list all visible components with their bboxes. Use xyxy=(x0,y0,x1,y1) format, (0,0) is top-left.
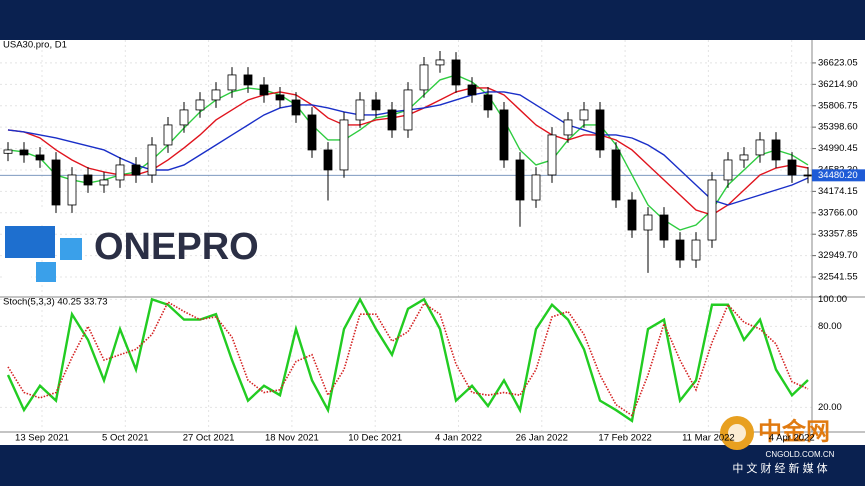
candle-body xyxy=(691,239,701,261)
chart-title: USA30.pro, D1 xyxy=(3,40,67,51)
candle-body xyxy=(435,59,445,66)
candle-body xyxy=(611,149,621,201)
candle-body xyxy=(771,139,781,161)
candle-body xyxy=(227,74,237,91)
candle-body xyxy=(67,174,77,206)
candle-body xyxy=(371,99,381,111)
last-price-box xyxy=(812,169,865,182)
logo-text: ONEPRO xyxy=(94,226,259,268)
candle-body xyxy=(339,119,349,171)
candle-body xyxy=(499,109,509,161)
cngold-watermark: 中金网 CNGOLD.COM.CN 中 文 财 经 新 媒 体 xyxy=(720,416,835,475)
x-tick-label: 13 Sep 2021 xyxy=(15,433,69,444)
candle-body xyxy=(291,99,301,116)
logo-block xyxy=(5,226,55,258)
candle-body xyxy=(115,164,125,181)
candle-body xyxy=(19,149,29,156)
candle-body xyxy=(675,239,685,261)
x-tick-label: 4 Apr 2022 xyxy=(769,433,815,444)
candle-body xyxy=(787,159,797,176)
candle-body xyxy=(51,159,61,206)
x-tick-label: 27 Oct 2021 xyxy=(183,433,235,444)
candle-body xyxy=(211,89,221,101)
watermark-tagline: 中 文 财 经 新 媒 体 xyxy=(732,461,827,475)
candle-body xyxy=(739,154,749,161)
candle-body xyxy=(515,159,525,201)
onepro-logo: ONEPRO xyxy=(5,210,259,284)
candle-body xyxy=(723,159,733,181)
candle-body xyxy=(179,109,189,126)
y-tick-label: 35806.75 xyxy=(818,100,858,111)
candle-body xyxy=(451,59,461,86)
candle-body xyxy=(275,94,285,101)
candle-body xyxy=(243,74,253,86)
logo-gap xyxy=(5,258,31,284)
x-tick-label: 17 Feb 2022 xyxy=(598,433,651,444)
x-tick-label: 18 Nov 2021 xyxy=(265,433,319,444)
candle-body xyxy=(595,109,605,151)
x-tick-label: 10 Dec 2021 xyxy=(348,433,402,444)
indicator-title: Stoch(5,3,3) 40.25 33.73 xyxy=(3,297,108,308)
candle-body xyxy=(147,144,157,176)
candle-body xyxy=(547,134,557,176)
y-tick-label: 100.00 xyxy=(818,294,847,305)
x-tick-label: 4 Jan 2022 xyxy=(435,433,482,444)
y-tick-label: 33357.85 xyxy=(818,229,858,240)
stochastic-line xyxy=(6,296,809,423)
candle-body xyxy=(579,109,589,121)
y-tick-label: 36214.90 xyxy=(818,79,858,90)
candle-body xyxy=(99,179,109,186)
y-tick-label: 33766.00 xyxy=(818,207,858,218)
candle-body xyxy=(419,64,429,91)
x-tick-label: 11 Mar 2022 xyxy=(682,433,735,444)
candle-body xyxy=(483,94,493,111)
candle-body xyxy=(659,214,669,241)
y-tick-label: 80.00 xyxy=(818,321,842,332)
candle-body xyxy=(707,179,717,241)
logo-square xyxy=(36,262,56,282)
candle-body xyxy=(531,174,541,201)
candle-body xyxy=(259,84,269,96)
y-tick-label: 32949.70 xyxy=(818,250,858,261)
candle-body xyxy=(163,124,173,146)
last-price-label: 34480.20 xyxy=(818,170,858,181)
logo-square xyxy=(60,238,82,260)
candle-body xyxy=(563,119,573,136)
candle-body xyxy=(467,84,477,96)
candle-body xyxy=(755,139,765,156)
candle-body xyxy=(131,164,141,176)
y-tick-label: 32541.55 xyxy=(818,272,858,283)
candle-body xyxy=(35,154,45,161)
candle-body xyxy=(83,174,93,186)
y-tick-label: 35398.60 xyxy=(818,122,858,133)
candle-body xyxy=(643,214,653,231)
chart-area xyxy=(0,40,865,445)
candle-body xyxy=(387,109,397,131)
candle-body xyxy=(195,99,205,111)
watermark-brand: 中金网 xyxy=(758,417,830,445)
y-tick-label: 34174.15 xyxy=(818,186,858,197)
candle-body xyxy=(307,114,317,151)
x-tick-label: 26 Jan 2022 xyxy=(516,433,568,444)
y-tick-label: 34990.45 xyxy=(818,143,858,154)
x-tick-label: 5 Oct 2021 xyxy=(102,433,148,444)
candle-body xyxy=(3,149,13,154)
candle-body xyxy=(627,199,637,231)
candle-body xyxy=(323,149,333,171)
logo-cut xyxy=(22,210,52,224)
candle-body xyxy=(403,89,413,131)
candle-body xyxy=(355,99,365,121)
candle-body xyxy=(803,174,813,177)
watermark-icon-inner xyxy=(728,424,746,442)
y-tick-label: 20.00 xyxy=(818,402,842,413)
y-tick-label: 36623.05 xyxy=(818,57,858,68)
watermark-site: CNGOLD.COM.CN xyxy=(766,450,835,459)
